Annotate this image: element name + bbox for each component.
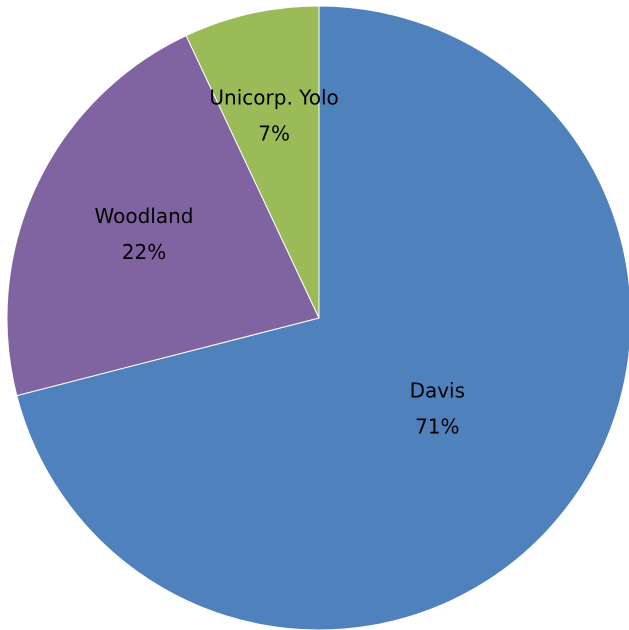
data-label-woodland: Woodland 22% <box>95 204 194 264</box>
pie-slice-davis <box>16 5 629 630</box>
data-label-percent: 7% <box>258 122 290 146</box>
data-label-name: Unicorp. Yolo <box>209 86 338 110</box>
data-label-unicorp-yolo: Unicorp. Yolo 7% <box>209 86 338 146</box>
pie-slices <box>6 5 629 630</box>
data-label-percent: 71% <box>415 414 459 438</box>
data-label-davis: Davis 71% <box>410 378 465 438</box>
data-label-name: Davis <box>410 378 465 402</box>
pie-labels: Davis 71% Woodland 22% Unicorp. Yolo 7% <box>95 86 466 439</box>
data-label-percent: 22% <box>122 240 166 264</box>
pie-slice-woodland <box>6 35 320 397</box>
pie-slice-unicorp-yolo <box>185 5 320 319</box>
data-label-name: Woodland <box>95 204 194 228</box>
